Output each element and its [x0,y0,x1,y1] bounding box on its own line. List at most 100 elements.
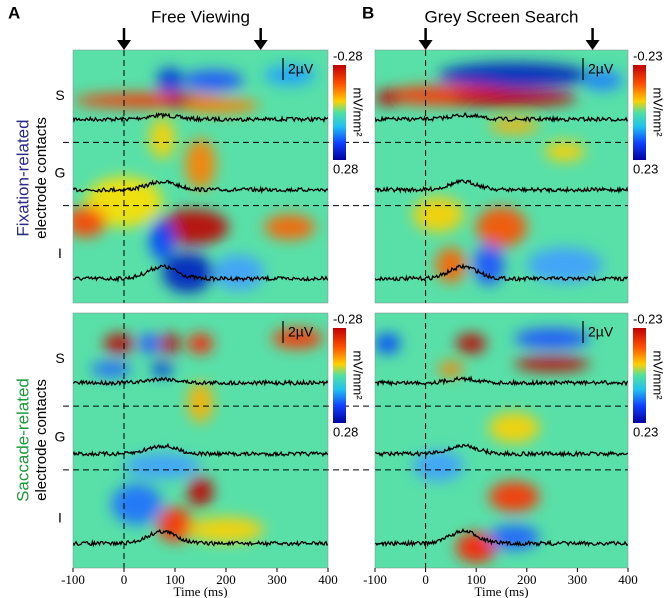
heatmap-blob [185,138,216,190]
heatmap-blob [157,209,229,245]
heatmap-blob [582,70,623,91]
row-name: S [55,350,64,366]
panel-title: Free Viewing [151,7,250,26]
scale-bar-label: 2µV [588,324,614,340]
colorbar-tick: 0.28 [333,424,358,439]
panel-label: B [362,3,374,22]
heatmap-blob [514,328,591,349]
heatmap [73,50,328,303]
x-tick-label: 300 [568,572,588,587]
heatmap-blob [435,247,467,283]
x-tick-label: 400 [318,572,338,587]
panel-frame [72,312,329,569]
heatmap-blob [271,328,323,349]
heatmap-blob [455,333,487,354]
x-tick-label: -100 [61,572,85,587]
row-label: Saccade-related [13,378,32,502]
colorbar-tick: 0.28 [333,161,358,176]
panel-frame [374,312,629,569]
colorbar-tick: 0.23 [633,424,658,439]
trace [375,262,628,283]
heatmap-blob [187,333,214,354]
scale-bar-label: 2µV [588,61,614,77]
panel-frame [374,49,629,304]
panel-frame [72,49,329,304]
heatmap [375,50,628,303]
trace [375,178,628,194]
trace [73,263,328,283]
x-tick-label: 0 [121,572,128,587]
colorbar-label: mV/mm² [651,87,666,137]
heatmap-blob [438,361,464,377]
arrow-head [253,40,268,50]
colorbar [333,328,346,423]
x-tick-label: 200 [517,572,537,587]
colorbar-tick: 0.23 [633,161,658,176]
heatmap-blob [149,118,175,159]
panel-title: Grey Screen Search [424,7,578,26]
heatmap-blob [488,412,540,444]
heatmap-blob [124,453,201,479]
colorbar-label: mV/mm² [351,350,366,400]
heatmap-blob [73,206,107,238]
row-name: I [58,245,62,261]
trace [375,112,628,124]
arrow-head [418,40,433,50]
heatmap-blob [412,196,464,233]
heatmap-blob [438,62,591,88]
heatmap-blob [488,481,540,512]
scale-bar-label: 2µV [288,61,314,77]
colorbar [633,328,646,423]
arrow-head [585,40,600,50]
x-tick-label: 200 [216,572,236,587]
row-name: S [55,87,64,103]
heatmap-blob [152,361,173,377]
heatmap-blob [544,141,585,162]
heatmap-blob [488,118,540,134]
x-tick-label: 300 [267,572,287,587]
heatmap-blob [187,381,214,423]
colorbar-label: mV/mm² [351,87,366,137]
heatmap-blob [103,333,135,354]
colorbar-tick: -0.23 [633,311,663,326]
panel-label: A [8,3,20,22]
heatmap-blob [159,333,181,354]
heatmap-blob [149,219,175,260]
heatmap-blob [450,89,578,107]
heatmap-blob [412,450,464,482]
trace [375,375,628,387]
heatmap [375,313,628,568]
heatmap-blob [213,254,265,291]
heatmap-blob [264,65,316,86]
trace [73,112,328,124]
x-axis-label: Time (ms) [173,584,227,598]
x-axis-label: Time (ms) [474,584,528,598]
heatmap-blob [473,244,505,286]
heatmap-blob [111,483,163,525]
trace [73,376,328,387]
trace [73,528,328,548]
heatmap-blob [162,252,214,293]
row-name: I [58,510,62,526]
row-label: electrode contacts [33,379,50,501]
heatmap [73,313,328,568]
row-name: G [55,429,66,445]
heatmap-blob [488,524,540,551]
x-tick-label: 400 [618,572,638,587]
colorbar [633,65,646,160]
heatmap-blob [187,517,265,543]
heatmap-blob [375,90,401,106]
x-tick-label: 100 [466,572,486,587]
heatmap-blob [476,206,527,248]
colorbar-tick: -0.28 [333,48,363,63]
heatmap-blob [264,214,316,240]
row-name: G [55,165,66,181]
heatmap-blobs [375,62,623,286]
heatmap-blob [375,333,401,354]
row-label: Fixation-related [13,119,32,236]
heatmap-blob [90,361,132,377]
trace [73,179,328,195]
heatmap-blob [514,356,591,372]
colorbar [333,65,346,160]
